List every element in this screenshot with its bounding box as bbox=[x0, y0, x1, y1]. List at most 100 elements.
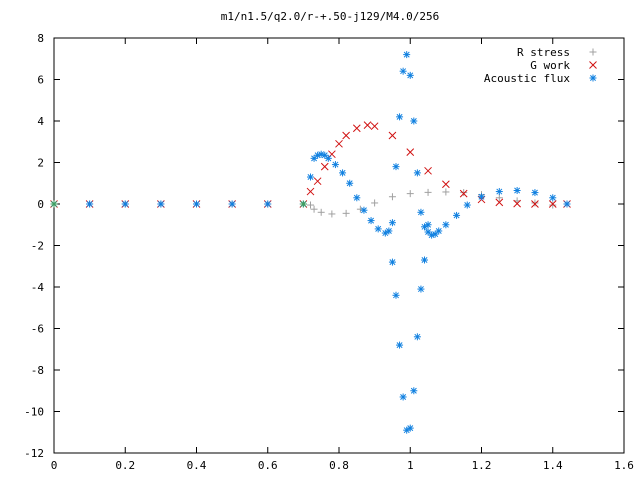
axis-ticks bbox=[53, 37, 625, 454]
data-point bbox=[328, 210, 336, 218]
data-point bbox=[342, 209, 350, 217]
legend-label: G work bbox=[530, 59, 570, 72]
y-tick-label: 0 bbox=[37, 198, 44, 211]
data-point bbox=[388, 258, 396, 266]
data-point bbox=[193, 200, 200, 208]
data-point bbox=[435, 227, 443, 235]
data-point bbox=[353, 194, 361, 202]
data-point bbox=[424, 166, 432, 175]
legend-marker bbox=[589, 74, 597, 82]
data-point bbox=[531, 189, 539, 197]
data-point bbox=[264, 200, 272, 208]
data-point bbox=[396, 113, 404, 121]
data-point bbox=[406, 148, 415, 156]
data-point bbox=[228, 200, 236, 208]
data-point bbox=[424, 188, 432, 196]
data-point bbox=[363, 121, 372, 130]
data-point bbox=[403, 51, 411, 59]
series-0 bbox=[50, 188, 571, 218]
data-point bbox=[392, 163, 400, 171]
data-point bbox=[406, 424, 414, 432]
data-point bbox=[367, 217, 375, 225]
data-point bbox=[548, 200, 557, 208]
data-point bbox=[346, 179, 354, 187]
data-point bbox=[413, 333, 421, 341]
data-point bbox=[406, 190, 414, 198]
series-layer bbox=[50, 51, 571, 434]
data-point bbox=[157, 200, 165, 208]
data-point bbox=[417, 208, 425, 216]
data-point bbox=[417, 285, 425, 293]
series-4 bbox=[50, 200, 307, 208]
x-tick-label: 0 bbox=[51, 459, 58, 472]
y-tick-label: -10 bbox=[24, 406, 44, 419]
data-point bbox=[442, 221, 450, 229]
data-point bbox=[306, 187, 315, 196]
data-point bbox=[388, 193, 396, 201]
data-point bbox=[299, 200, 307, 208]
y-tick-label: -2 bbox=[31, 240, 44, 253]
data-point bbox=[495, 188, 503, 196]
data-point bbox=[392, 291, 400, 299]
data-point bbox=[399, 67, 407, 75]
data-point bbox=[86, 200, 94, 208]
x-tick-label: 1.6 bbox=[614, 459, 634, 472]
data-point bbox=[314, 151, 322, 159]
data-point bbox=[374, 225, 382, 233]
data-point bbox=[563, 200, 571, 208]
data-point bbox=[413, 169, 421, 177]
data-point bbox=[121, 200, 129, 208]
data-point bbox=[396, 341, 404, 349]
y-tick-label: -4 bbox=[31, 281, 45, 294]
legend-label: R stress bbox=[517, 46, 570, 59]
data-point bbox=[331, 161, 339, 169]
data-point bbox=[320, 162, 329, 171]
data-point bbox=[324, 154, 332, 162]
y-tick-label: 8 bbox=[37, 32, 44, 45]
data-point bbox=[307, 173, 314, 181]
data-point bbox=[549, 201, 557, 209]
data-point bbox=[442, 188, 450, 196]
data-point bbox=[352, 124, 361, 133]
x-tick-label: 0.4 bbox=[187, 459, 207, 472]
data-point bbox=[50, 200, 58, 208]
y-tick-label: 6 bbox=[37, 74, 44, 87]
series-1 bbox=[50, 121, 571, 208]
data-point bbox=[431, 230, 439, 238]
y-tick-label: -6 bbox=[31, 323, 44, 336]
chart-title: m1/n1.5/q2.0/r-+.50-j129/M4.0/256 bbox=[221, 10, 440, 23]
data-point bbox=[513, 187, 521, 195]
data-point bbox=[453, 211, 461, 219]
data-point bbox=[531, 199, 539, 207]
data-point bbox=[406, 71, 414, 79]
data-point bbox=[313, 177, 322, 186]
data-point bbox=[478, 193, 485, 201]
x-tick-label: 1.4 bbox=[543, 459, 563, 472]
data-point bbox=[385, 227, 393, 235]
x-tick-label: 0.8 bbox=[329, 459, 349, 472]
data-point bbox=[388, 219, 396, 227]
x-tick-label: 0.6 bbox=[258, 459, 278, 472]
data-point bbox=[360, 206, 368, 214]
data-point bbox=[410, 387, 418, 395]
plot-frame bbox=[53, 37, 625, 454]
data-point bbox=[459, 189, 468, 198]
data-point bbox=[370, 122, 379, 131]
data-point bbox=[442, 180, 450, 189]
y-tick-label: -8 bbox=[31, 364, 44, 377]
data-point bbox=[513, 199, 521, 208]
data-point bbox=[317, 150, 325, 158]
x-tick-label: 0.2 bbox=[115, 459, 135, 472]
data-point bbox=[342, 131, 350, 140]
data-point bbox=[460, 189, 468, 197]
x-tick-label: 1.2 bbox=[472, 459, 492, 472]
data-point bbox=[421, 256, 428, 264]
data-point bbox=[339, 169, 347, 177]
y-tick-label: 4 bbox=[37, 115, 44, 128]
data-point bbox=[495, 198, 504, 207]
y-tick-label: -12 bbox=[24, 447, 44, 460]
x-tick-label: 1 bbox=[407, 459, 414, 472]
legend-label: Acoustic flux bbox=[484, 72, 570, 85]
